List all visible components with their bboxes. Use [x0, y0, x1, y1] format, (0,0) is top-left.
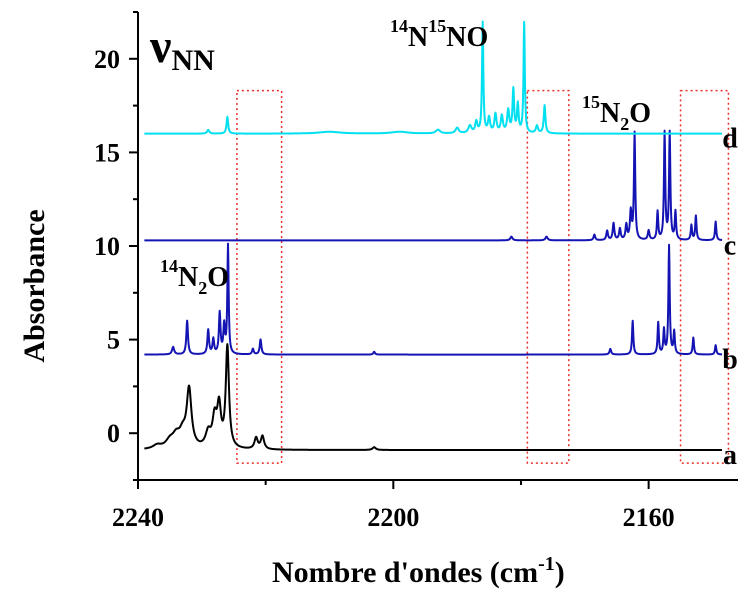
nu-nn-annotation: νNN [149, 20, 215, 77]
series-a-line [143, 343, 723, 452]
x-axis-title: Nombre d'ondes (cm-1) [272, 553, 565, 589]
y-tick-label-15: 15 [94, 138, 120, 167]
x-tick-label-2200: 2200 [367, 503, 419, 532]
y-tick-label-10: 10 [94, 232, 120, 261]
highlight-box-1 [236, 89, 283, 464]
highlight-boxes [236, 89, 730, 464]
series-b-line [143, 242, 723, 356]
y-tick-label-20: 20 [94, 45, 120, 74]
y-axis-title: Absorbance [18, 209, 51, 362]
y-tick-label-0: 0 [107, 419, 120, 448]
series-label-d: d [722, 124, 738, 155]
series-c-line [143, 129, 723, 242]
series-label-c: c [724, 230, 736, 261]
y-tick-label-5: 5 [107, 326, 120, 355]
highlight-box-2 [526, 89, 570, 464]
series-label-a: a [723, 440, 737, 471]
n15-n2o-annotation: 15N2O [582, 92, 651, 134]
tick-labels: 2240 2200 2160 0 5 10 15 20 [94, 45, 675, 532]
series-group [143, 20, 723, 452]
n14-n2o-annotation: 14N2O [160, 256, 229, 298]
x-tick-label-2160: 2160 [623, 503, 675, 532]
x-tick-label-2240: 2240 [112, 503, 164, 532]
n14-n15-no-annotation: 14N15NO [390, 16, 488, 53]
series-label-b: b [722, 345, 738, 376]
series-d-line [143, 20, 723, 135]
series-labels: a b c d [722, 124, 738, 471]
ticks [129, 11, 650, 489]
